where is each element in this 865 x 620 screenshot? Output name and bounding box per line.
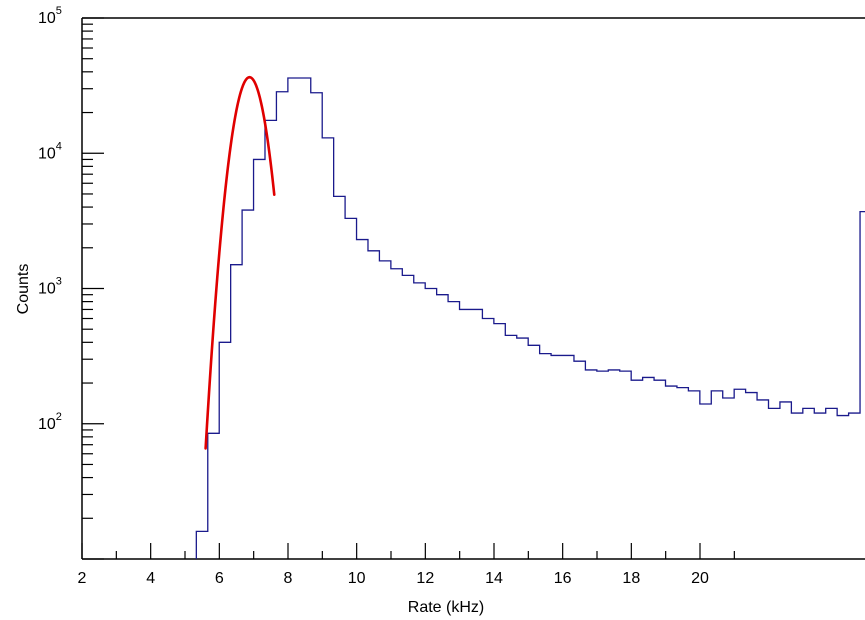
y-axis-title: Counts (15, 264, 32, 315)
x-tick-label: 20 (691, 570, 709, 587)
x-tick-label: 8 (284, 570, 293, 587)
y-ticks: 102 103 104 105 (38, 5, 104, 560)
y-tick-label: 103 (38, 276, 62, 298)
x-tick-label: 6 (215, 570, 224, 587)
x-tick-label: 2 (78, 570, 87, 587)
x-axis: 2 4 6 8 10 12 14 16 18 20 Rate (kHz) (78, 17, 865, 616)
y-axis: 102 103 104 105 Counts (15, 5, 104, 560)
histogram-series (195, 77, 865, 559)
y-tick-label: 105 (38, 5, 62, 27)
y-tick-label: 102 (38, 411, 62, 433)
x-tick-label: 12 (416, 570, 434, 587)
x-tick-label: 18 (622, 570, 640, 587)
x-tick-label: 14 (485, 570, 503, 587)
x-tick-label: 16 (554, 570, 572, 587)
y-tick-label: 104 (38, 140, 62, 162)
x-tick-label: 4 (146, 570, 155, 587)
x-axis-title: Rate (kHz) (408, 599, 484, 616)
x-ticks: 2 4 6 8 10 12 14 16 18 20 (78, 543, 735, 587)
gaussian-fit-curve (204, 75, 276, 450)
x-tick-label: 10 (348, 570, 366, 587)
